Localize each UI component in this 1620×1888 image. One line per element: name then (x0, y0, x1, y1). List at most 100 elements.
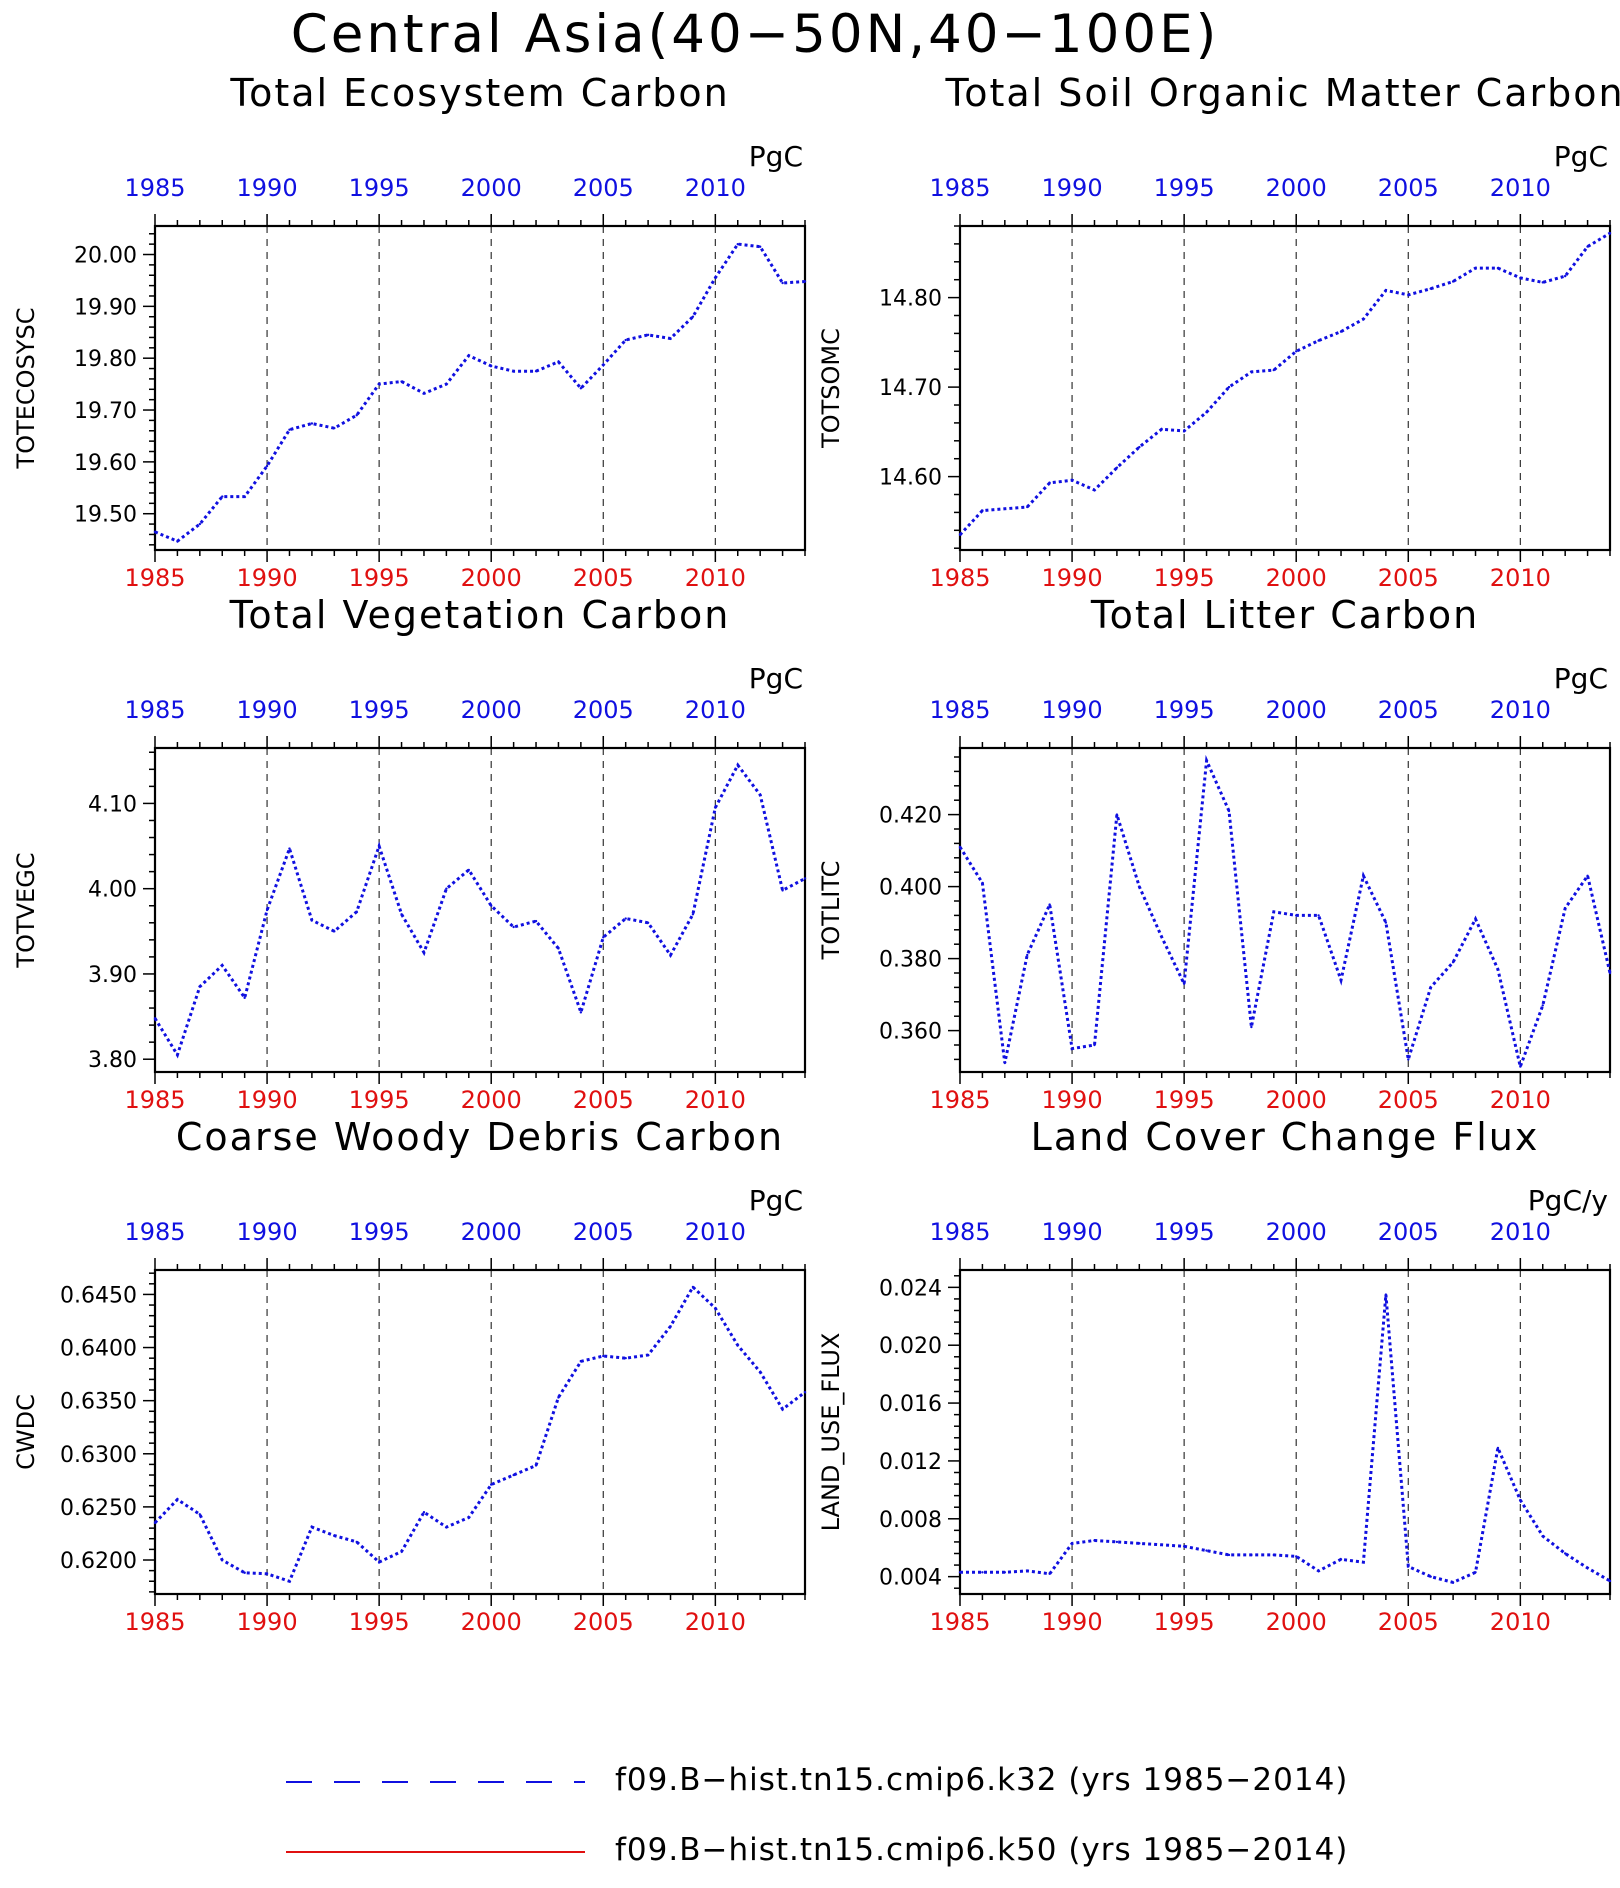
plot-frame (153, 746, 807, 1074)
data-point (1115, 813, 1119, 816)
data-point (355, 910, 358, 913)
data-point (1048, 481, 1051, 485)
data-point (1474, 1571, 1477, 1574)
legend-swatch-dashed (286, 1781, 585, 1783)
x-tick-label-bottom: 1995 (1154, 1086, 1215, 1114)
x-tick-label-bottom: 2005 (573, 1608, 634, 1636)
units-label: PgC (1554, 662, 1608, 695)
x-tick-label-top: 2000 (1266, 696, 1327, 724)
x-tick-label-top: 1985 (124, 696, 185, 724)
data-point (1339, 1558, 1343, 1561)
y-tick-label: 4.10 (88, 792, 137, 817)
data-point (781, 281, 784, 285)
data-point (490, 364, 493, 368)
series-line (153, 762, 806, 1059)
units-label: PgC (749, 1184, 803, 1217)
x-tick-label-top: 1995 (349, 1218, 410, 1246)
units-label: PgC/y (1528, 1184, 1608, 1217)
x-tick-label-bottom: 1990 (237, 1608, 298, 1636)
x-tick-label-bottom: 2010 (1490, 1608, 1551, 1636)
data-point (1250, 370, 1253, 374)
data-point (602, 936, 605, 939)
x-tick-label-top: 1995 (1154, 1218, 1215, 1246)
data-point (557, 360, 560, 364)
x-tick-label-bottom: 1990 (237, 564, 298, 592)
data-point (1070, 1542, 1074, 1545)
data-point (758, 1370, 762, 1374)
x-tick-label-top: 2000 (1266, 1218, 1327, 1246)
data-point (1138, 1542, 1141, 1545)
data-point (1317, 914, 1320, 917)
y-tick-label: 20.00 (74, 244, 137, 269)
x-tick-label-top: 2000 (461, 174, 522, 202)
data-point (445, 887, 448, 890)
y-tick-label: 3.90 (88, 963, 137, 988)
chart-title: Total Soil Organic Matter Carbon (944, 71, 1620, 115)
y-tick-label: 0.6300 (60, 1443, 137, 1468)
data-point (1093, 488, 1096, 492)
plot-frame (958, 1268, 1612, 1596)
data-point (1272, 368, 1275, 372)
data-point (1070, 1047, 1074, 1050)
x-tick-label-top: 2005 (1378, 696, 1439, 724)
x-tick-label-bottom: 2000 (461, 1086, 522, 1114)
x-tick-label-top: 2010 (685, 1218, 746, 1246)
data-point (1339, 979, 1343, 982)
data-point (1070, 478, 1074, 482)
data-point (1451, 1581, 1455, 1584)
data-point (1608, 971, 1612, 975)
data-point (579, 387, 583, 390)
data-point (1317, 1569, 1320, 1573)
x-tick-label-bottom: 2000 (461, 1608, 522, 1636)
data-point (1205, 410, 1208, 414)
data-point (467, 1516, 470, 1519)
data-point (265, 464, 269, 468)
data-point (557, 1396, 560, 1399)
y-tick-label: 0.020 (879, 1334, 942, 1359)
data-point (1295, 350, 1298, 353)
data-point (714, 806, 717, 809)
data-point (1227, 385, 1231, 389)
x-tick-label-top: 1990 (237, 1218, 298, 1246)
x-tick-label-bottom: 2010 (1490, 564, 1551, 592)
data-point (736, 1344, 739, 1347)
x-tick-label-top: 1985 (124, 174, 185, 202)
data-point (333, 930, 336, 933)
main-title: Central Asia(40−50N,40−100E) (290, 4, 1220, 65)
y-tick-label: 0.008 (879, 1508, 942, 1533)
data-point (377, 382, 381, 386)
data-point (1407, 293, 1410, 297)
data-point (1586, 874, 1589, 877)
data-point (958, 845, 962, 849)
chart-svg: Total Litter Carbon PgC 1985 1985 1990 1990 19… (817, 593, 1612, 1114)
x-tick-label-top: 2000 (1266, 174, 1327, 202)
data-point (1026, 505, 1029, 509)
data-point (624, 1356, 627, 1360)
data-point (1407, 1058, 1410, 1061)
data-point (691, 315, 695, 318)
x-tick-label-top: 1990 (237, 174, 298, 202)
x-tick-label-top: 1995 (1154, 696, 1215, 724)
data-point (1182, 1545, 1186, 1548)
data-point (1451, 961, 1455, 964)
x-tick-label-bottom: 1985 (929, 564, 990, 592)
x-tick-label-bottom: 2010 (1490, 1086, 1551, 1114)
x-tick-label-bottom: 1990 (1042, 1086, 1103, 1114)
data-point (1160, 1543, 1163, 1547)
series-line (958, 231, 1611, 536)
x-tick-label-bottom: 2000 (461, 564, 522, 592)
data-point (1093, 1539, 1096, 1542)
y-tick-label: 0.004 (879, 1566, 942, 1591)
x-tick-label-bottom: 2005 (1378, 1608, 1439, 1636)
data-point (1384, 289, 1388, 292)
x-tick-label-top: 2005 (573, 174, 634, 202)
data-point (265, 908, 269, 912)
data-point (1048, 1572, 1051, 1575)
data-point (1384, 1293, 1388, 1296)
data-point (377, 844, 381, 848)
data-point (646, 921, 650, 924)
data-point (1519, 1498, 1522, 1502)
x-tick-label-top: 2010 (1490, 696, 1551, 724)
x-tick-label-bottom: 1995 (1154, 1608, 1215, 1636)
data-point (176, 1053, 179, 1057)
